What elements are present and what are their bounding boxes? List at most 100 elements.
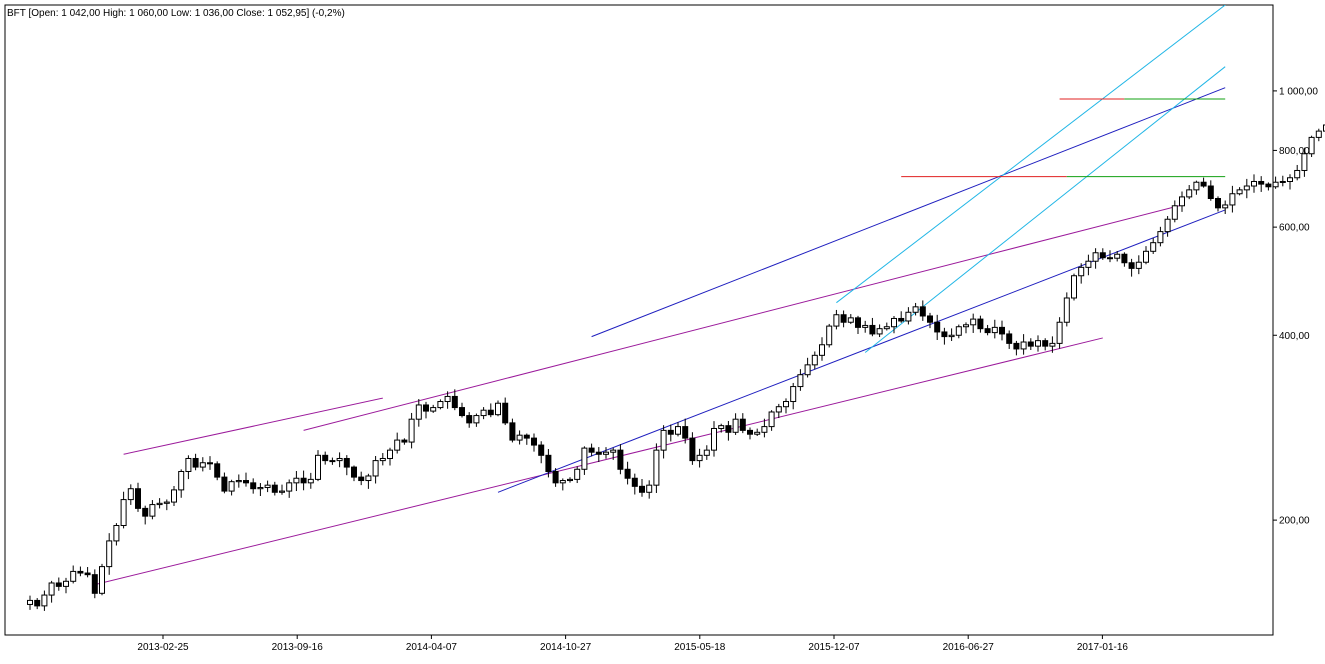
candle-body-up — [1057, 322, 1062, 343]
y-axis-tick-label: 600,00 — [1279, 223, 1310, 234]
candle-body-up — [877, 329, 882, 334]
x-axis-tick-label: 2013-02-25 — [137, 642, 189, 653]
candle-body-up — [762, 427, 767, 433]
chart-header-label: BFT [Open: 1 042,00 High: 1 060,00 Low: … — [7, 8, 345, 19]
candle-body-up — [280, 491, 285, 492]
candle-body-up — [611, 450, 616, 452]
candle-body-up — [575, 469, 580, 479]
candle-body-up — [157, 503, 162, 504]
candle-body-up — [121, 500, 126, 526]
x-axis-tick-label: 2017-01-16 — [1077, 642, 1129, 653]
candle-body-up — [812, 355, 817, 365]
candle-body-up — [373, 461, 378, 476]
candle-body-down — [215, 464, 220, 477]
candle-body-up — [1194, 182, 1199, 190]
candle-body-up — [28, 600, 33, 604]
candle-body-up — [416, 405, 421, 419]
candle-body-down — [618, 450, 623, 469]
candle-body-down — [1129, 263, 1134, 269]
candle — [1057, 317, 1062, 348]
candle — [1064, 292, 1069, 326]
candle-body-down — [1208, 186, 1213, 198]
candle-body-up — [517, 435, 522, 440]
candle-body-down — [359, 477, 364, 480]
candle-body-up — [380, 458, 385, 460]
candle-body-up — [481, 410, 486, 415]
candle-body-down — [978, 319, 983, 329]
candle-body-down — [78, 571, 83, 573]
candle-body-down — [1028, 342, 1033, 346]
candle-body-up — [1115, 254, 1120, 258]
candle-body-down — [301, 478, 306, 483]
x-axis-tick-label: 2016-06-27 — [943, 642, 995, 653]
candle — [1288, 174, 1293, 189]
candle-body-down — [85, 573, 90, 575]
candle-body-up — [1151, 243, 1156, 252]
candle-body-down — [193, 458, 198, 467]
candle-body-down — [222, 477, 227, 491]
candle-body-up — [848, 318, 853, 322]
candle-body-down — [323, 455, 328, 460]
candle-body-down — [539, 445, 544, 455]
candle-body-down — [589, 448, 594, 452]
candle-body-up — [179, 471, 184, 489]
candle-body-up — [604, 452, 609, 454]
candle-body-down — [1259, 181, 1264, 184]
candle-body-down — [935, 322, 940, 332]
candle-body-up — [229, 482, 234, 491]
candle-body-up — [733, 419, 738, 432]
x-axis-tick-label: 2014-04-07 — [406, 642, 458, 653]
candle-body-up — [474, 416, 479, 423]
candle-body-up — [265, 485, 270, 487]
candle-body-up — [294, 478, 299, 483]
candle-body-up — [798, 375, 803, 387]
candle-body-up — [704, 450, 709, 455]
candle-body-up — [172, 490, 177, 502]
candle-body-down — [740, 419, 745, 430]
candle-body-down — [683, 427, 688, 439]
candle-body-up — [1079, 267, 1084, 275]
candle-body-up — [366, 476, 371, 481]
candle-body-down — [1266, 184, 1271, 187]
candle-body-down — [467, 416, 472, 423]
candle-body-up — [784, 402, 789, 407]
candle-body-up — [964, 325, 969, 327]
y-axis-tick-label: 1 000,00 — [1279, 86, 1318, 97]
candle-body-up — [1021, 342, 1026, 349]
candle-body-up — [676, 427, 681, 435]
y-axis-tick-label: 200,00 — [1279, 516, 1310, 527]
candle-body-up — [863, 325, 868, 327]
candle-body-down — [1216, 198, 1221, 207]
candle-body-up — [100, 567, 105, 594]
candle-body-up — [1252, 181, 1257, 186]
candle-body-down — [1100, 253, 1105, 258]
candle-body-up — [1072, 276, 1077, 298]
candle-body-down — [452, 396, 457, 407]
candle-body-up — [560, 481, 565, 483]
candle-body-up — [992, 327, 997, 332]
candle-body-up — [330, 461, 335, 462]
candle-body-up — [820, 345, 825, 356]
candle-body-down — [841, 315, 846, 323]
candle — [1273, 177, 1278, 189]
candle-body-down — [625, 469, 630, 478]
candle-body-up — [1144, 251, 1149, 262]
candle-body-up — [697, 455, 702, 460]
candle-body-up — [654, 450, 659, 485]
candle-body-up — [712, 428, 717, 450]
candle-body-up — [42, 595, 47, 606]
candle-body-up — [71, 571, 76, 581]
candle-body-up — [1280, 181, 1285, 182]
candle-body-up — [827, 326, 832, 345]
candle-body-up — [769, 412, 774, 427]
candle — [827, 324, 832, 348]
candle-body-up — [1230, 194, 1235, 205]
candle-body-up — [1180, 197, 1185, 206]
candle-body-down — [352, 467, 357, 477]
candle-body-up — [438, 402, 443, 408]
candle-body-down — [143, 508, 148, 516]
candle-body-up — [164, 502, 169, 503]
candle-body-down — [488, 410, 493, 414]
candle-body-down — [251, 483, 256, 489]
